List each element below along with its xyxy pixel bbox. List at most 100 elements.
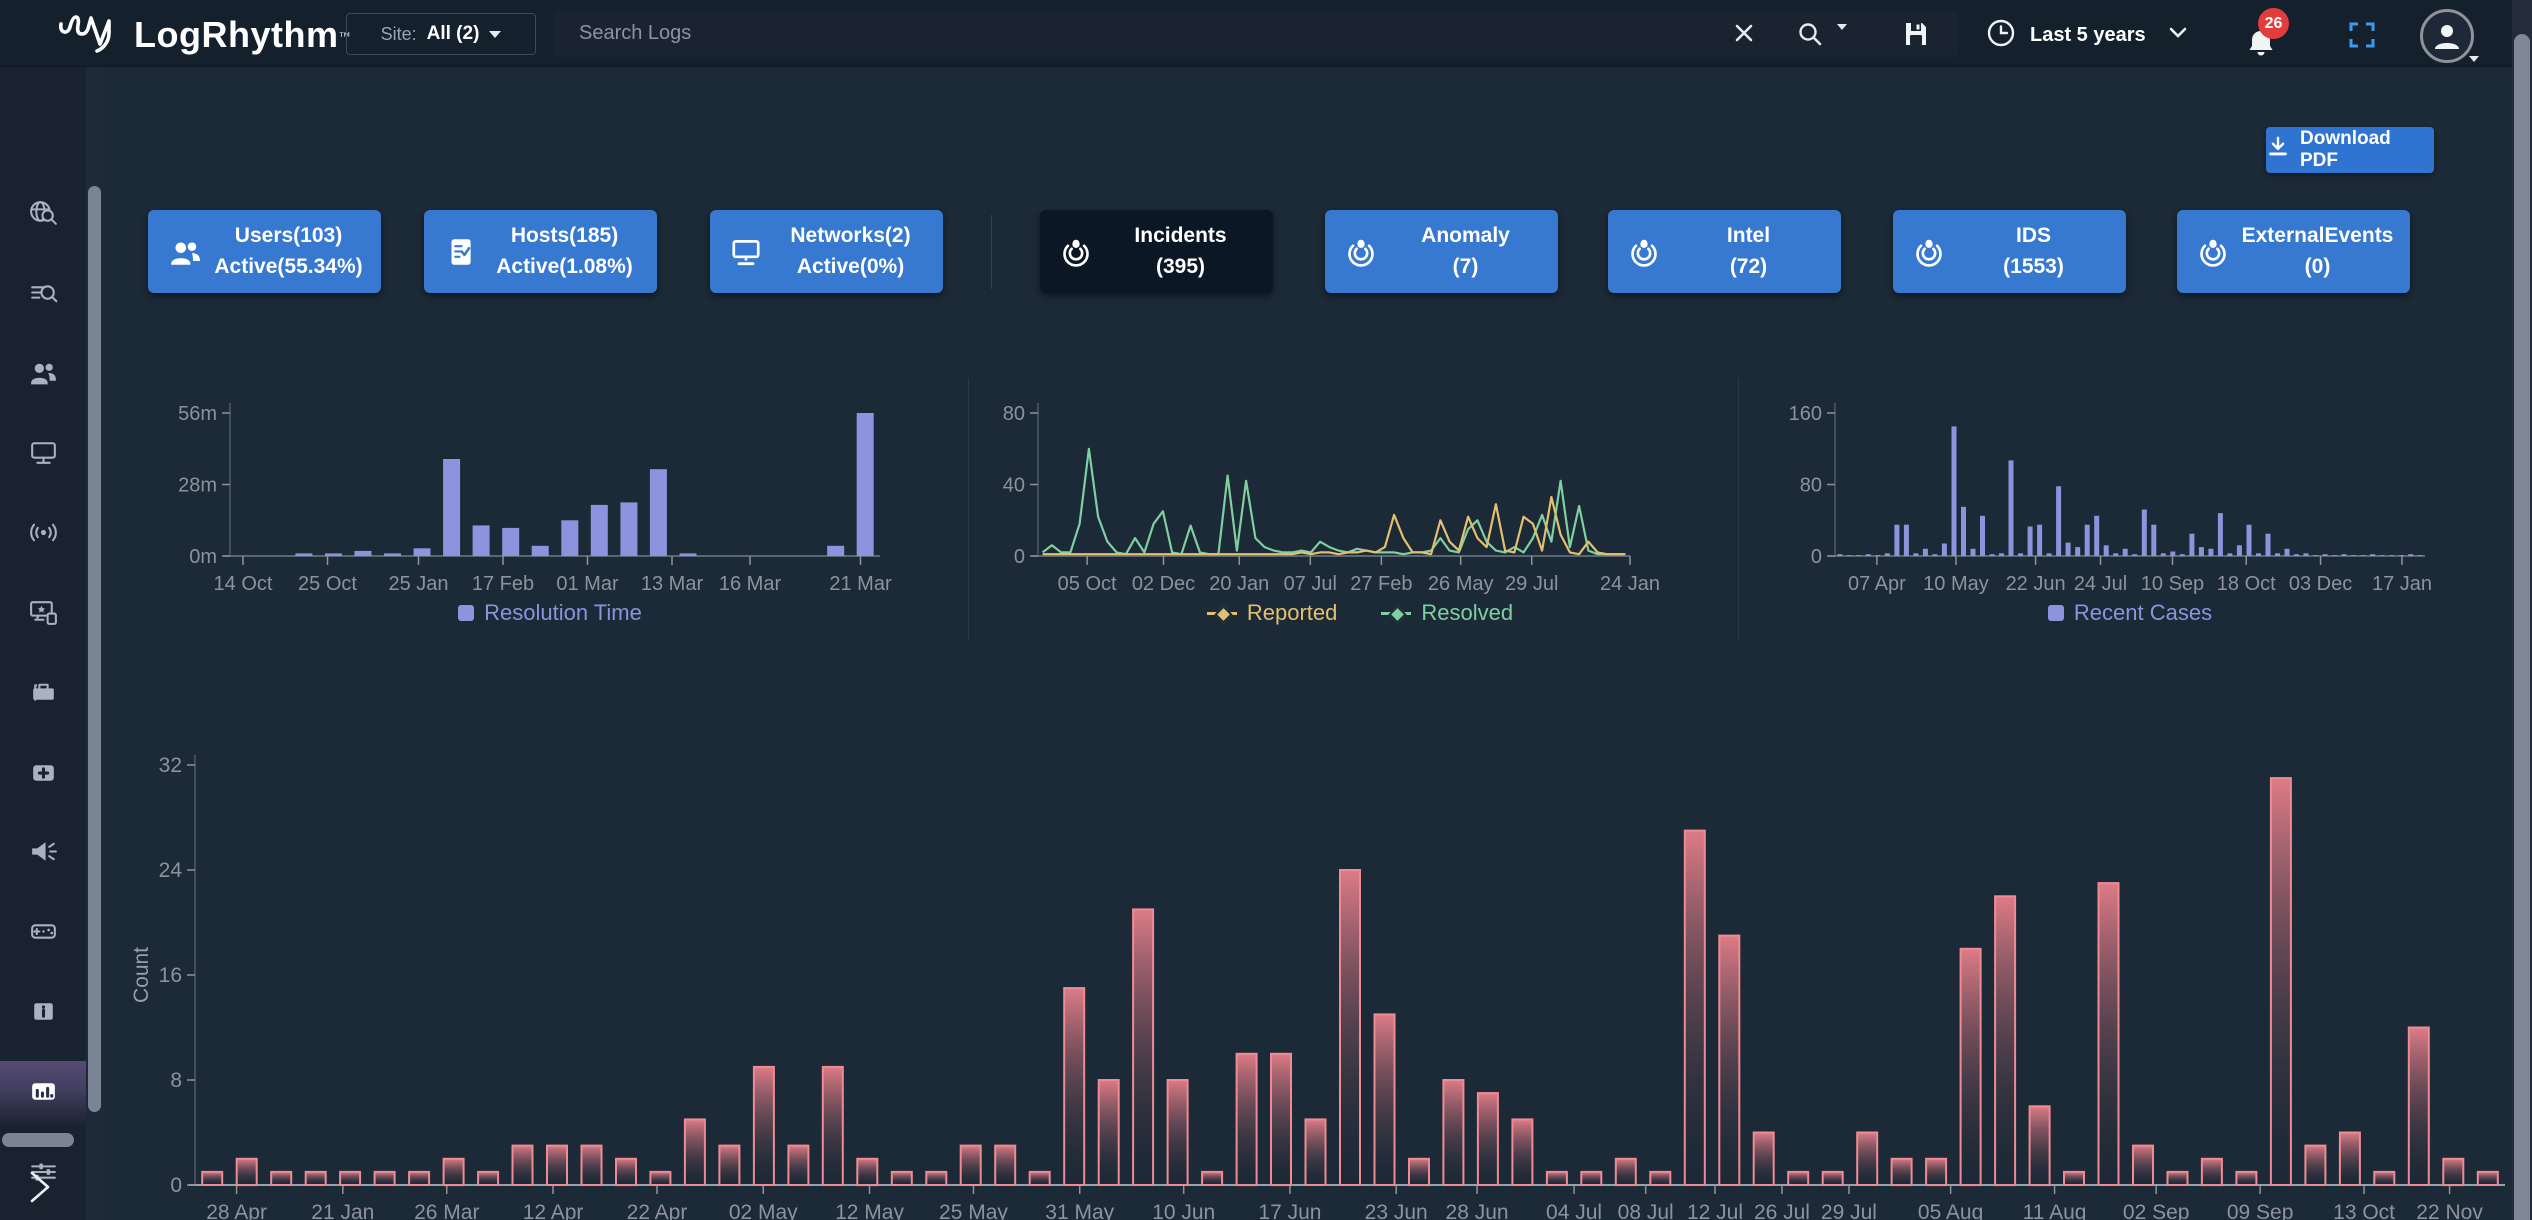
sidebar-item-about[interactable] — [0, 981, 86, 1047]
svg-text:25 Oct: 25 Oct — [298, 573, 357, 595]
sidebar-expand-button[interactable] — [26, 1168, 56, 1211]
logrhythm-logo-icon — [58, 8, 120, 61]
svg-text:25 May: 25 May — [939, 1201, 1008, 1220]
users-icon — [162, 235, 206, 269]
sidebar-item-case-management[interactable] — [0, 662, 86, 728]
sidebar-item-dashboards[interactable] — [0, 1060, 86, 1127]
legend-label: Resolution Time — [484, 600, 642, 625]
tab-label-line1: Hosts(185) — [510, 224, 619, 248]
hosts-icon — [27, 436, 60, 474]
tab-label-line2: (7) — [1452, 254, 1479, 278]
save-search-icon[interactable] — [1903, 20, 1929, 53]
user-avatar[interactable] — [2420, 9, 2479, 63]
alarms-icon — [27, 835, 60, 873]
incident-icon — [1622, 235, 1666, 269]
legend-swatch-icon — [2047, 605, 2064, 621]
site-label: Site: — [380, 23, 417, 44]
svg-text:21 Mar: 21 Mar — [829, 573, 892, 595]
time-range-value: Last 5 years — [2030, 24, 2146, 46]
site-selector[interactable]: Site: All (2) — [346, 13, 536, 55]
download-icon — [2266, 135, 2290, 165]
svg-text:32: 32 — [159, 754, 182, 777]
svg-text:13 Oct: 13 Oct — [2333, 1201, 2395, 1220]
chevron-down-icon — [489, 30, 502, 38]
svg-text:25 Jan: 25 Jan — [388, 573, 448, 595]
download-pdf-label: Download PDF — [2300, 128, 2391, 171]
legend-line-marker-icon — [1381, 604, 1412, 624]
svg-text:18 Oct: 18 Oct — [2217, 573, 2276, 595]
incident-icon — [1054, 235, 1098, 269]
logo-trademark: ™ — [338, 29, 351, 44]
svg-text:12 May: 12 May — [835, 1201, 904, 1220]
sidebar-item-deployment-monitor[interactable] — [0, 582, 86, 648]
download-pdf-button[interactable]: Download PDF — [2266, 127, 2434, 173]
svg-text:Count: Count — [130, 947, 153, 1003]
sidebar-item-log-search[interactable] — [0, 263, 86, 329]
svg-text:24 Jul: 24 Jul — [2074, 573, 2127, 595]
site-value: All (2) — [426, 23, 480, 44]
search-icon[interactable] — [1796, 20, 1824, 53]
svg-text:13 Mar: 13 Mar — [641, 573, 704, 595]
tab-external-events[interactable]: ExternalEvents (0) — [2177, 210, 2410, 293]
svg-text:08 Jul: 08 Jul — [1618, 1201, 1674, 1220]
tab-intel[interactable]: Intel (72) — [1608, 210, 1841, 293]
svg-text:0: 0 — [170, 1174, 182, 1197]
fullscreen-icon[interactable] — [2348, 21, 2376, 54]
legend-label: Resolved — [1421, 600, 1514, 625]
clock-icon — [1986, 18, 2016, 53]
sidebar-item-threat-activity[interactable] — [0, 183, 86, 249]
case-management-icon — [27, 676, 60, 714]
sidebar-item-hosts[interactable] — [0, 422, 86, 488]
svg-text:27 Feb: 27 Feb — [1350, 573, 1412, 595]
incident-icon — [2191, 235, 2235, 269]
legend-item-resolution-time[interactable]: Resolution Time — [458, 600, 642, 626]
sidebar-vertical-scrollbar-thumb[interactable] — [88, 186, 101, 1112]
tab-label-line2: (72) — [1729, 254, 1768, 278]
svg-text:28 Apr: 28 Apr — [206, 1201, 267, 1220]
tab-label-line2: (0) — [2304, 254, 2331, 278]
legend-item-resolved[interactable]: Resolved — [1381, 600, 1513, 626]
sidebar-item-network-activity[interactable] — [0, 502, 86, 568]
legend-item-recent-cases[interactable]: Recent Cases — [2047, 600, 2212, 626]
sidebar-item-automation[interactable] — [0, 901, 86, 967]
resolution-time-chart: 0m 28m 56m 14 Oct 25 Oct 25 Jan 17 Feb 01 Mar 13… — [178, 403, 892, 595]
recent-cases-chart: 0 80 160 07 Apr 10 May 22 Jun 24 Jul 10 Sep 18 O… — [1789, 403, 2432, 595]
svg-text:80: 80 — [1800, 475, 1822, 497]
top-bar: LogRhythm™ Site: All (2) Search Logs — [0, 0, 2532, 67]
tab-hosts[interactable]: Hosts(185) Active(1.08%) — [424, 210, 657, 293]
tab-label-line1: Anomaly — [1421, 224, 1510, 248]
svg-text:16: 16 — [159, 964, 182, 987]
tab-networks[interactable]: Networks(2) Active(0%) — [710, 210, 943, 293]
chart-divider — [968, 378, 969, 640]
search-options-caret-icon[interactable] — [1837, 24, 1847, 48]
recent-cases-legend: Recent Cases — [1745, 600, 2515, 626]
search-logs-input[interactable]: Search Logs — [553, 11, 1958, 57]
svg-text:20 Jan: 20 Jan — [1209, 573, 1269, 595]
sidebar-item-users[interactable] — [0, 343, 86, 409]
svg-text:26 Mar: 26 Mar — [414, 1201, 479, 1220]
svg-text:22 Apr: 22 Apr — [627, 1201, 688, 1220]
legend-item-reported[interactable]: Reported — [1206, 600, 1337, 626]
page-scrollbar-thumb[interactable] — [2514, 34, 2530, 1220]
avatar-caret-icon — [2469, 56, 2479, 62]
svg-text:8: 8 — [170, 1069, 182, 1092]
clear-search-icon[interactable] — [1731, 20, 1757, 51]
svg-text:07 Jul: 07 Jul — [1284, 573, 1337, 595]
tab-anomaly[interactable]: Anomaly (7) — [1325, 210, 1558, 293]
svg-text:12 Apr: 12 Apr — [523, 1201, 584, 1220]
svg-text:80: 80 — [1003, 403, 1025, 425]
tab-incidents[interactable]: Incidents (395) — [1040, 210, 1273, 293]
time-range-selector[interactable]: Last 5 years — [1986, 18, 2188, 53]
tab-label-line1: IDS — [2015, 224, 2051, 248]
svg-text:0: 0 — [1014, 546, 1025, 568]
tab-users[interactable]: Users(103) Active(55.34%) — [148, 210, 381, 293]
log-search-icon — [27, 277, 60, 315]
svg-text:05 Oct: 05 Oct — [1058, 573, 1117, 595]
sidebar-item-add-item[interactable] — [0, 742, 86, 808]
svg-text:26 May: 26 May — [1428, 573, 1494, 595]
sidebar-item-alarms[interactable] — [0, 821, 86, 887]
sidebar-horizontal-scrollbar-thumb[interactable] — [2, 1133, 74, 1147]
tab-ids[interactable]: IDS (1553) — [1893, 210, 2126, 293]
svg-text:05 Aug: 05 Aug — [1918, 1201, 1983, 1220]
svg-text:09 Sep: 09 Sep — [2227, 1201, 2294, 1220]
